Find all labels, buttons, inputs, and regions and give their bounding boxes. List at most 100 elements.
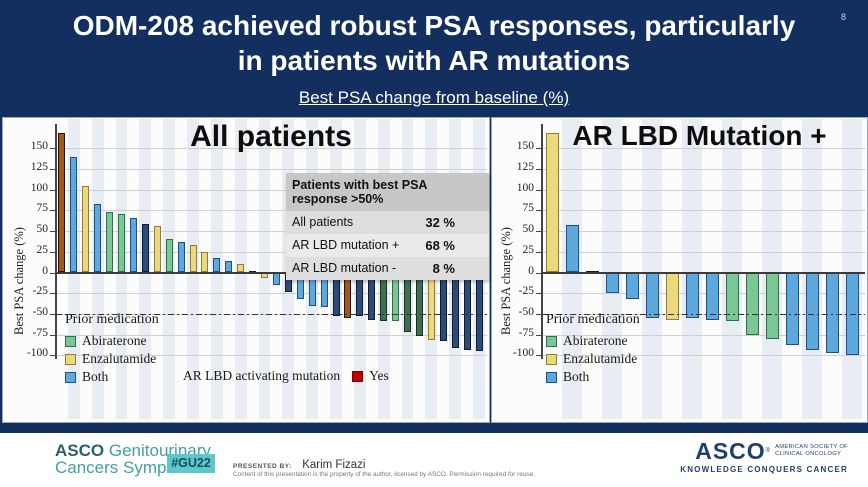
table-row-value: 32 % <box>425 215 455 230</box>
bar <box>58 133 66 273</box>
society-line2: CLINICAL ONCOLOGY <box>775 451 842 457</box>
table-row-label: AR LBD mutation + <box>292 238 400 252</box>
table-row-value: 68 % <box>425 238 455 253</box>
prior-medication-legend: Prior medication Abiraterone Enzalutamid… <box>546 312 640 386</box>
y-axis-line <box>55 124 57 359</box>
grid-line <box>56 210 487 212</box>
y-tick <box>50 189 56 191</box>
y-tick <box>50 272 56 274</box>
bar <box>765 272 779 339</box>
y-axis-label: Best PSA change (%) <box>12 227 26 335</box>
bar <box>605 272 619 294</box>
legend-item-label: Both <box>563 369 590 384</box>
bar <box>785 272 799 346</box>
grid-line <box>542 334 865 336</box>
presented-by-label: PRESENTED BY: <box>233 463 292 470</box>
bar <box>475 272 483 352</box>
legend-item-label: Enzalutamide <box>563 351 638 366</box>
mutation-legend-label: AR LBD activating mutation <box>183 368 341 383</box>
y-tick-label: 125 <box>30 161 48 173</box>
bar <box>805 272 819 351</box>
grid-line <box>56 231 487 233</box>
y-tick-label: 150 <box>30 140 48 153</box>
y-tick <box>50 293 56 295</box>
slide-title: ODM-208 achieved robust PSA responses, p… <box>30 8 838 78</box>
grid-line <box>542 189 865 191</box>
stripe <box>682 119 702 419</box>
enzalutamide-swatch-icon <box>65 353 76 365</box>
grid-line <box>542 210 865 212</box>
stripe <box>802 119 822 419</box>
y-tick-label: 100 <box>516 181 534 194</box>
asco-logo-text: ASCO <box>695 438 766 464</box>
prior-medication-legend: Prior medication Abiraterone Enzalutamid… <box>65 312 159 386</box>
y-tick-label: -100 <box>26 347 48 360</box>
ar-lbd-mutation-legend: AR LBD activating mutation Yes <box>183 368 389 384</box>
legend-item-label: Abiraterone <box>82 333 147 348</box>
table-row-label: AR LBD mutation - <box>292 261 397 275</box>
y-tick <box>50 334 56 336</box>
y-tick <box>536 210 542 212</box>
slide-title-line1: ODM-208 achieved robust PSA responses, p… <box>72 10 796 41</box>
y-tick <box>536 231 542 233</box>
y-tick-label: -75 <box>518 326 534 339</box>
asco-society-text: AMERICAN SOCIETY OF CLINICAL ONCOLOGY <box>775 444 848 458</box>
table-row-label: All patients <box>292 215 354 229</box>
bar <box>129 217 137 273</box>
y-tick <box>536 251 542 253</box>
y-tick-label: 0 <box>42 264 48 277</box>
zero-line <box>56 271 487 274</box>
y-tick-label: 75 <box>522 202 535 215</box>
grid-line <box>542 231 865 233</box>
grid-line <box>542 251 865 253</box>
both-swatch-icon <box>546 371 557 383</box>
chart-title-all-patients: All patients <box>190 120 352 153</box>
y-tick <box>50 169 56 170</box>
grid-line <box>56 148 487 150</box>
y-tick-label: -50 <box>32 305 48 318</box>
bar <box>451 272 459 348</box>
reference-line <box>56 313 487 315</box>
bar <box>106 212 114 273</box>
grid-line <box>542 293 865 295</box>
bar <box>625 272 639 299</box>
chart-title-ar-lbd-mutation: AR LBD Mutation + <box>572 120 827 151</box>
bar <box>272 272 280 285</box>
plot-area: 150 125 100 75 50 25 0 -25 -50 -75 -100 <box>492 118 867 422</box>
legend-item-abiraterone: Abiraterone <box>65 332 159 350</box>
registered-mark: ® <box>765 448 771 454</box>
chart-panel-ar-lbd-mutation: 150 125 100 75 50 25 0 -25 -50 -75 -100 AR LBD Mut… <box>491 117 868 423</box>
legend-item-both: Both <box>546 368 640 386</box>
y-tick-label: -75 <box>32 326 48 339</box>
legend-item-enzalutamide: Enzalutamide <box>546 350 640 368</box>
enzalutamide-swatch-icon <box>546 353 557 365</box>
bar <box>745 272 759 335</box>
stripe <box>642 119 662 419</box>
stripe <box>258 119 271 419</box>
bar <box>153 226 161 273</box>
table-row: AR LBD mutation + 68 % <box>286 234 489 257</box>
bar <box>463 272 471 351</box>
y-tick-label: -50 <box>518 305 534 318</box>
y-tick-label: 25 <box>36 243 49 256</box>
legend-title: Prior medication <box>65 312 159 327</box>
grid-line <box>56 169 487 170</box>
bar <box>685 272 699 319</box>
bar <box>665 272 679 320</box>
y-tick <box>536 169 542 170</box>
abiraterone-swatch-icon <box>65 335 76 347</box>
bar <box>565 225 579 273</box>
y-tick <box>536 293 542 295</box>
y-tick-label: 75 <box>36 202 49 215</box>
table-header: Patients with best PSA response >50% <box>286 173 489 211</box>
y-tick <box>536 355 542 357</box>
grid-line <box>56 355 487 357</box>
legend-item-enzalutamide: Enzalutamide <box>65 350 159 368</box>
legend-item-both: Both <box>65 368 159 386</box>
bar <box>705 272 719 320</box>
stripe <box>602 119 622 419</box>
mutation-yes-swatch-icon <box>352 370 364 382</box>
y-tick-label: 150 <box>516 140 534 153</box>
y-tick-label: 0 <box>528 264 534 277</box>
presenter-name: Karim Fizazi <box>302 459 366 471</box>
